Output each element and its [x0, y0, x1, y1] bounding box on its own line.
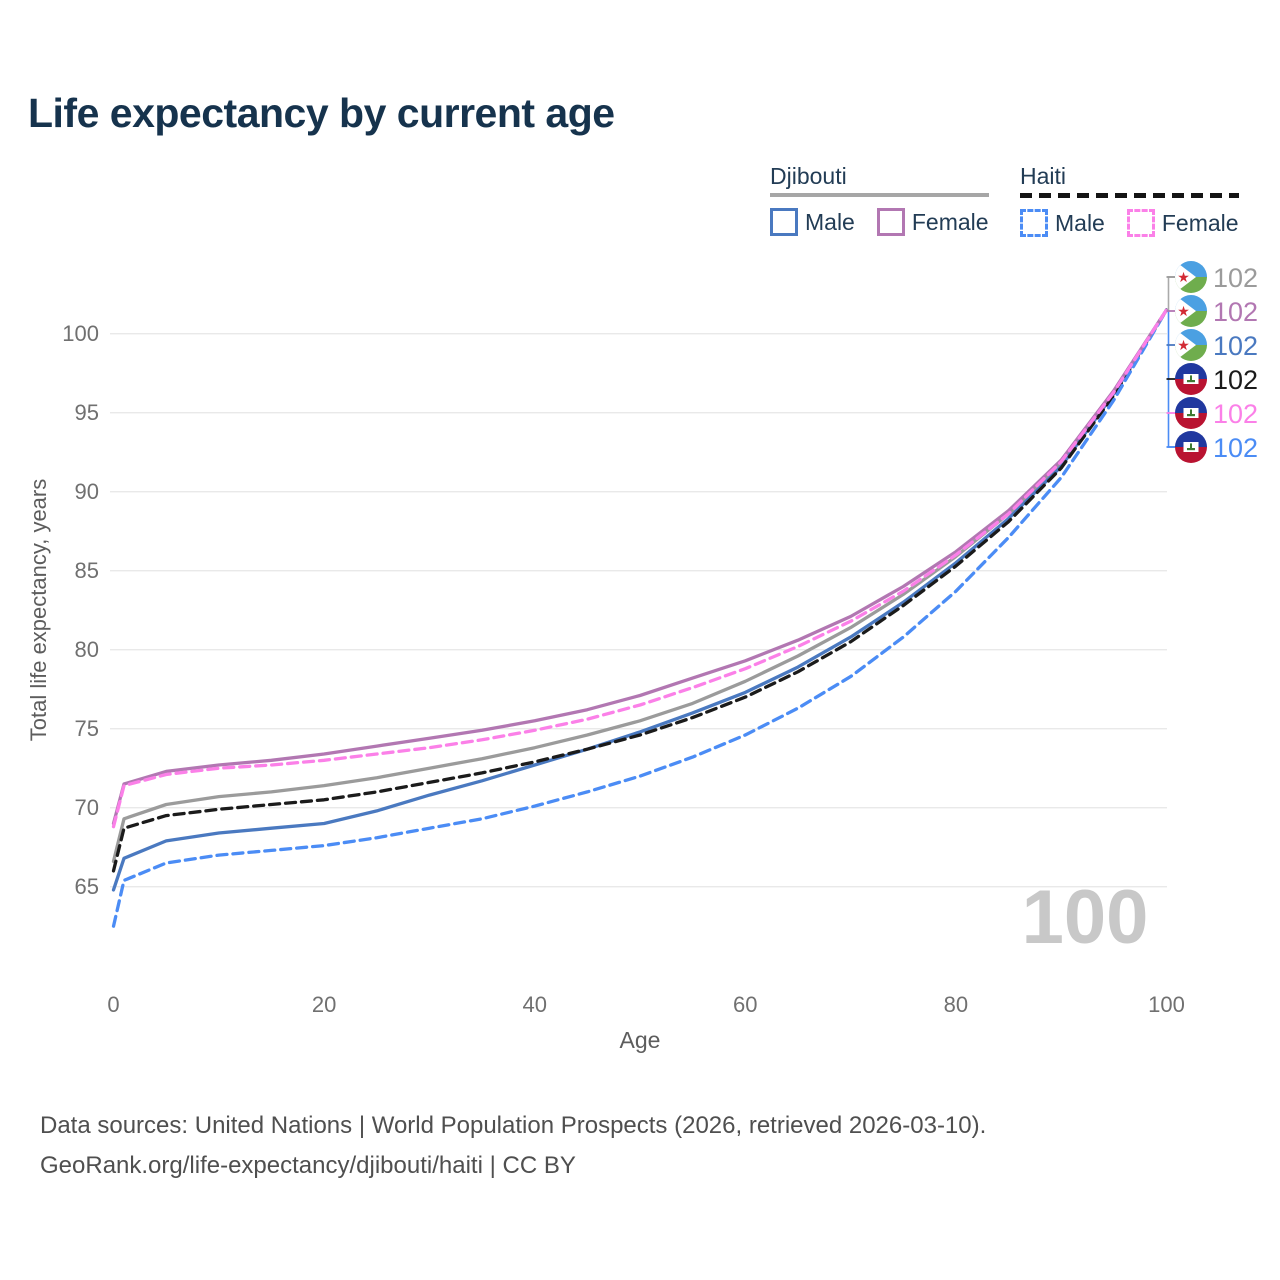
series-line-djibouti-male[interactable]: [111, 308, 1169, 892]
series-line-djibouti-both-sexes[interactable]: [111, 308, 1169, 864]
y-tick-label: 70: [75, 795, 99, 820]
legend-item-haiti-male[interactable]: Male: [1020, 209, 1105, 237]
chart-legend: Djibouti Male Female Haiti Male: [0, 163, 1280, 243]
haiti-female-swatch-icon: [1126, 209, 1155, 237]
series-line-haiti-both-sexes[interactable]: [111, 308, 1169, 873]
haiti-line-style-sample: [1020, 193, 1239, 198]
x-tick-label: 80: [944, 992, 968, 1017]
x-tick-label: 100: [1148, 992, 1185, 1017]
legend-item-djibouti-male[interactable]: Male: [770, 208, 855, 236]
data-sources-line: Data sources: United Nations | World Pop…: [40, 1112, 987, 1139]
djibouti-line-style-sample: [770, 193, 989, 197]
djibouti-flag-icon: ★: [1175, 295, 1207, 327]
x-tick-label: 20: [312, 992, 336, 1017]
end-value-label-haiti-female: 102: [1213, 399, 1258, 429]
djibouti-flag-icon: ★: [1175, 261, 1207, 293]
y-tick-label: 80: [75, 637, 99, 662]
haiti-male-swatch-icon: [1020, 209, 1048, 237]
connector-top: [1167, 276, 1176, 310]
y-axis-title: Total life expectancy, years: [26, 479, 51, 742]
series-line-djibouti-female[interactable]: [111, 308, 1169, 826]
y-tick-label: 95: [75, 400, 99, 425]
y-tick-label: 65: [75, 874, 99, 899]
x-tick-label: 40: [522, 992, 546, 1017]
legend-item-djibouti-female[interactable]: Female: [876, 208, 989, 236]
current-age-watermark: 100: [1022, 875, 1149, 960]
haiti-flag-icon: [1175, 431, 1207, 463]
legend-country-haiti: Haiti: [1020, 163, 1067, 189]
end-value-label-haiti-male: 102: [1213, 433, 1258, 463]
svg-text:★: ★: [1177, 303, 1190, 319]
legend-group-haiti: Haiti Male Female: [1020, 163, 1239, 237]
djibouti-female-swatch-icon: [876, 208, 905, 236]
georank-url-line: GeoRank.org/life-expectancy/djibouti/hai…: [40, 1152, 576, 1179]
x-tick-label: 60: [733, 992, 757, 1017]
x-tick-label: 0: [107, 992, 119, 1017]
haiti-flag-icon: [1175, 363, 1207, 395]
end-value-label-djibouti-male: 102: [1213, 331, 1258, 361]
legend-item-haiti-female[interactable]: Female: [1126, 209, 1239, 237]
x-axis-title: Age: [620, 1027, 661, 1053]
y-tick-label: 85: [75, 558, 99, 583]
attribution: Data sources: United Nations | World Pop…: [40, 1106, 986, 1186]
legend-group-djibouti: Djibouti Male Female: [770, 163, 989, 236]
svg-text:★: ★: [1177, 269, 1190, 285]
page-title: Life expectancy by current age: [28, 90, 615, 136]
legend-country-djibouti: Djibouti: [770, 163, 847, 189]
legend-label: Male: [1055, 209, 1105, 236]
series-lines: [111, 308, 1169, 928]
haiti-flag-icon: [1175, 397, 1207, 429]
y-tick-label: 75: [75, 716, 99, 741]
djibouti-male-swatch-icon: [770, 208, 798, 236]
legend-label: Female: [911, 208, 989, 235]
y-tick-label: 100: [62, 321, 99, 346]
end-value-label-djibouti-female: 102: [1213, 297, 1258, 327]
djibouti-flag-icon: ★: [1175, 329, 1207, 361]
y-tick-label: 90: [75, 479, 99, 504]
end-value-label-haiti-both-sexes: 102: [1213, 365, 1258, 395]
end-value-label-djibouti-both-sexes: 102: [1213, 263, 1258, 293]
legend-label: Female: [1161, 209, 1239, 236]
series-line-haiti-male[interactable]: [111, 308, 1169, 928]
series-line-haiti-female[interactable]: [111, 308, 1169, 829]
svg-text:★: ★: [1177, 337, 1190, 353]
legend-label: Male: [805, 208, 855, 235]
